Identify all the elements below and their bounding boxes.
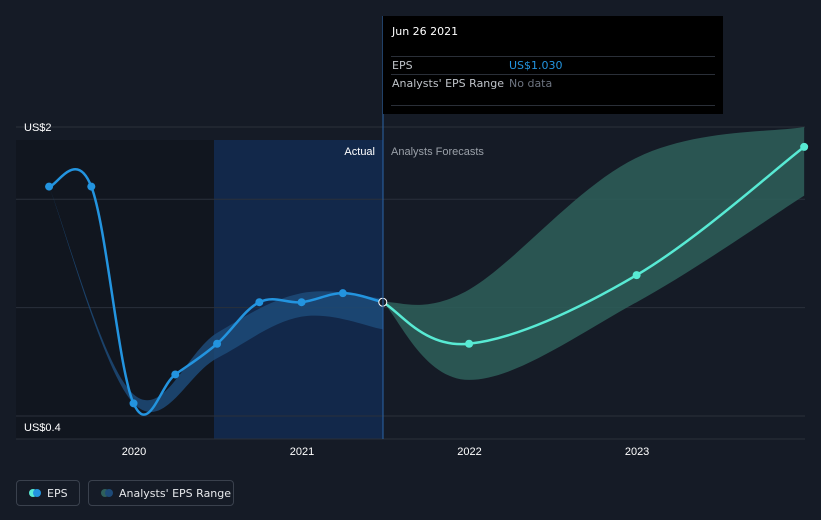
x-tick-label: 2022 xyxy=(457,446,481,458)
legend-eps-button[interactable]: EPS xyxy=(16,480,80,506)
eps-legend-icon xyxy=(29,489,41,497)
eps-point xyxy=(297,298,306,307)
tooltip-row-range: Analysts' EPS Range No data xyxy=(391,74,715,93)
actual-label: Actual xyxy=(344,146,375,158)
eps-forecast-point xyxy=(632,271,641,280)
eps-range-forecast xyxy=(382,127,805,380)
eps-lines xyxy=(48,145,805,416)
eps-point xyxy=(171,370,180,379)
tooltip-range-value: No data xyxy=(509,77,553,90)
y-tick-label-bottom: US$0.4 xyxy=(24,422,61,434)
tooltip-divider xyxy=(391,105,715,106)
tooltip-date: Jun 26 2021 xyxy=(392,25,459,38)
x-axis-ticks: 2020 2021 2022 2023 xyxy=(122,446,650,458)
eps-forecast-point xyxy=(800,142,809,151)
tooltip-row-eps: EPS US$1.030 xyxy=(391,56,715,75)
forecast-label: Analysts Forecasts xyxy=(391,146,484,158)
tooltip-range-label: Analysts' EPS Range xyxy=(392,77,505,90)
legend-range-label: Analysts' EPS Range xyxy=(119,486,232,500)
tooltip-eps-label: EPS xyxy=(392,59,413,72)
y-tick-label-top: US$2 xyxy=(24,122,52,134)
legend-range-button[interactable]: Analysts' EPS Range xyxy=(88,480,234,506)
eps-point xyxy=(255,298,264,307)
eps-point xyxy=(213,339,222,348)
tooltip-eps-value: US$1.030 xyxy=(509,59,563,72)
range-legend-icon xyxy=(101,489,113,497)
eps-point xyxy=(338,289,347,298)
tooltip: Jun 26 2021 EPS US$1.030 Analysts' EPS R… xyxy=(383,16,723,114)
eps-point xyxy=(87,182,96,191)
x-tick-label: 2021 xyxy=(290,446,314,458)
x-tick-label: 2023 xyxy=(625,446,649,458)
eps-forecast-point xyxy=(465,339,474,348)
eps-line xyxy=(48,168,384,416)
eps-point xyxy=(45,182,54,191)
actual-region xyxy=(214,140,383,439)
eps-forecast-line xyxy=(382,145,805,346)
x-tick-label: 2020 xyxy=(122,446,146,458)
legend-eps-label: EPS xyxy=(47,486,68,500)
eps-point xyxy=(129,399,138,408)
